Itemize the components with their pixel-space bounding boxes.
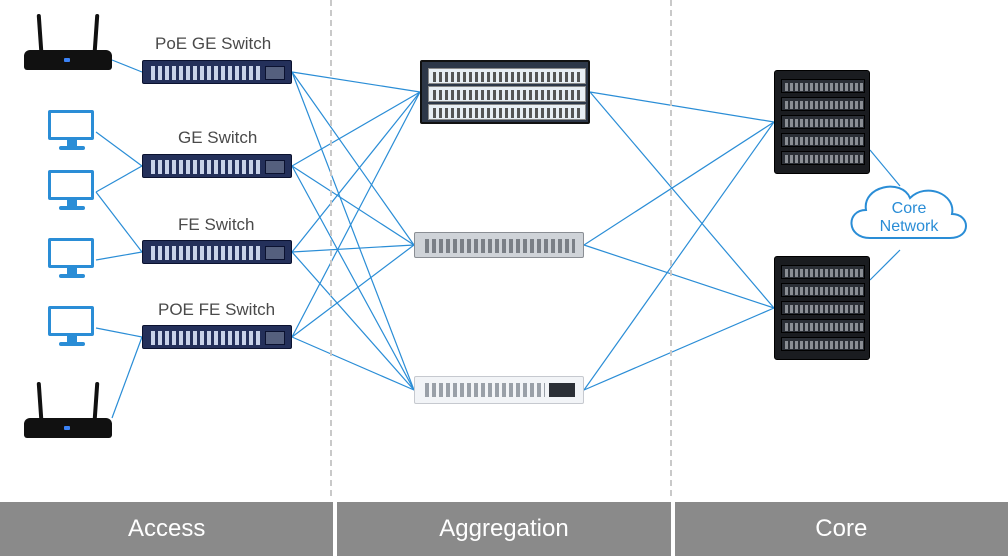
access-switch-icon bbox=[142, 325, 292, 349]
aggregation-chassis-icon bbox=[420, 60, 590, 124]
section-bar: Access Aggregation Core bbox=[0, 502, 1008, 556]
divider-2 bbox=[670, 0, 672, 496]
switch-label: PoE GE Switch bbox=[155, 34, 271, 54]
aggregation-switch-icon bbox=[414, 232, 584, 258]
diagram-stage: PoE GE Switch GE Switch FE Switch POE FE… bbox=[0, 0, 1008, 556]
access-switch-icon bbox=[142, 154, 292, 178]
section-aggregation: Aggregation bbox=[337, 502, 670, 556]
cloud-label: Core Network bbox=[854, 200, 964, 236]
wifi-router-icon bbox=[24, 10, 112, 70]
core-switch-icon bbox=[774, 256, 870, 360]
switch-label: POE FE Switch bbox=[158, 300, 275, 320]
access-switch-icon bbox=[142, 240, 292, 264]
section-access: Access bbox=[0, 502, 333, 556]
aggregation-switch-icon bbox=[414, 376, 584, 404]
switch-label: GE Switch bbox=[178, 128, 257, 148]
switch-label: FE Switch bbox=[178, 215, 255, 235]
monitor-icon bbox=[48, 170, 96, 212]
access-switch-icon bbox=[142, 60, 292, 84]
core-switch-icon bbox=[774, 70, 870, 174]
wifi-router-icon bbox=[24, 378, 112, 438]
monitor-icon bbox=[48, 238, 96, 280]
monitor-icon bbox=[48, 110, 96, 152]
section-core: Core bbox=[675, 502, 1008, 556]
monitor-icon bbox=[48, 306, 96, 348]
divider-1 bbox=[330, 0, 332, 496]
